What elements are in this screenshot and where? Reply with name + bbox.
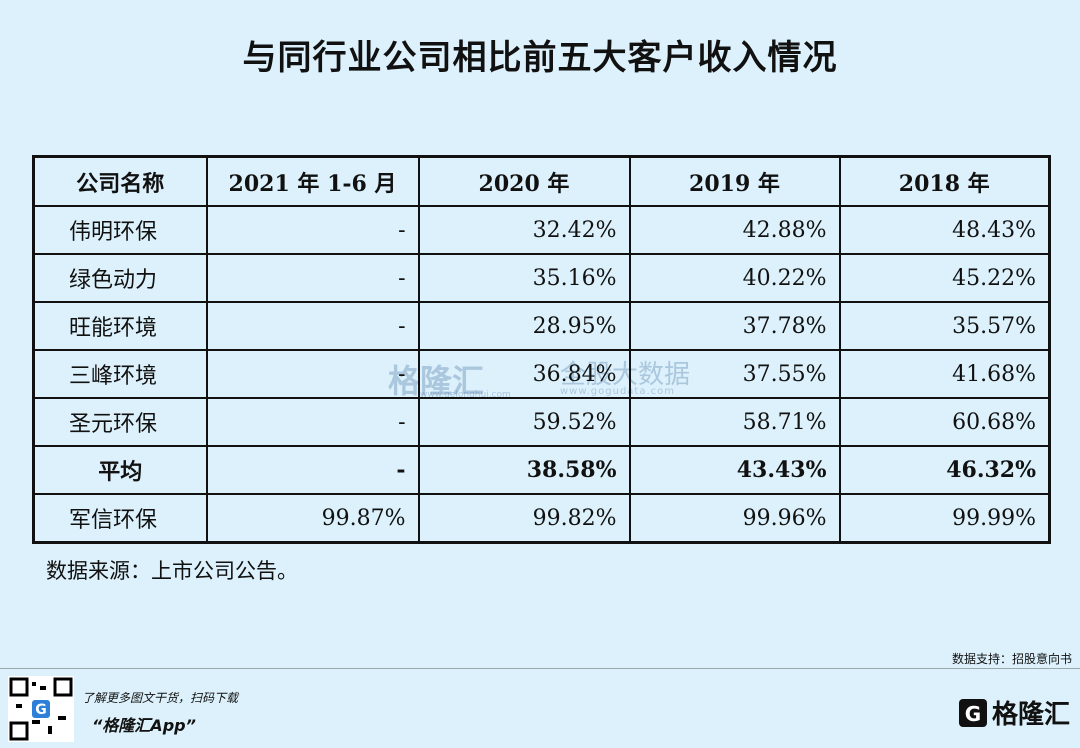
header-cell: 2020 年 [417,155,631,207]
header-row: 公司名称 2021 年 1-6 月 2020 年 2019 年 2018 年 [32,155,1051,207]
value-cell: - [205,253,420,303]
company-cell: 平均 [32,445,208,495]
header-cell: 公司名称 [32,155,208,207]
value-cell: 60.68% [838,397,1051,447]
value-cell: 46.32% [838,445,1051,495]
promo-text: 了解更多图文干货，扫码下载 [82,691,239,705]
header-cell: 2018 年 [838,155,1051,207]
company-cell: 绿色动力 [32,253,208,303]
table-row: 平均 -38.58% 43.43% 46.32% [32,445,1051,495]
value-cell: 99.87% [205,493,420,544]
table-row: 绿色动力 -35.16% 40.22% 45.22% [32,253,1051,303]
value-cell: 40.22% [628,253,841,303]
value-cell: 28.95% [417,301,631,351]
value-cell: 36.84% [417,349,631,399]
title: 与同行业公司相比前五大客户收入情况 [242,38,838,78]
value-cell: 99.99% [838,493,1051,544]
divider [0,668,1080,669]
company-cell: 军信环保 [32,493,208,544]
header-cell: 2021 年 1-6 月 [205,155,420,207]
table-row: 军信环保 99.87% 99.82% 99.96% 99.99% [32,493,1051,544]
company-cell: 三峰环境 [32,349,208,399]
value-cell: 99.82% [417,493,631,544]
value-cell: - [205,205,420,255]
qr-code: G [8,676,74,742]
value-cell: - [205,445,420,495]
table-row: 伟明环保 -32.42% 42.88% 48.43% [32,205,1051,255]
value-cell: 43.43% [628,445,841,495]
value-cell: 37.55% [628,349,841,399]
company-cell: 旺能环境 [32,301,208,351]
value-cell: - [205,349,420,399]
svg-text:G: G [965,702,981,726]
value-cell: 37.78% [628,301,841,351]
value-cell: 38.58% [417,445,631,495]
company-cell: 伟明环保 [32,205,208,255]
logo: G 格隆汇 [958,694,1070,731]
value-cell: 99.96% [628,493,841,544]
value-cell: 35.57% [838,301,1051,351]
app-name: “格隆汇App” [92,716,196,735]
table-row: 圣元环保 -59.52% 58.71% 60.68% [32,397,1051,447]
table: 公司名称 2021 年 1-6 月 2020 年 2019 年 2018 年伟明环保 -3… [32,155,1051,544]
logo-icon: G [958,698,987,727]
value-cell: 58.71% [628,397,841,447]
svg-text:G: G [35,702,47,718]
header-cell: 2019 年 [628,155,841,207]
table-row: 三峰环境 -36.84% 37.55% 41.68% [32,349,1051,399]
value-cell: - [205,397,420,447]
value-cell: 48.43% [838,205,1051,255]
value-cell: - [205,301,420,351]
value-cell: 41.68% [838,349,1051,399]
value-cell: 45.22% [838,253,1051,303]
value-cell: 35.16% [417,253,631,303]
table-row: 旺能环境 -28.95% 37.78% 35.57% [32,301,1051,351]
value-cell: 32.42% [417,205,631,255]
value-cell: 42.88% [628,205,841,255]
source-note: 数据来源：上市公司公告。 [46,559,298,583]
support-note: 数据支持：招股意向书 [951,652,1072,666]
company-cell: 圣元环保 [32,397,208,447]
value-cell: 59.52% [417,397,631,447]
logo-text: 格隆汇 [991,700,1070,730]
